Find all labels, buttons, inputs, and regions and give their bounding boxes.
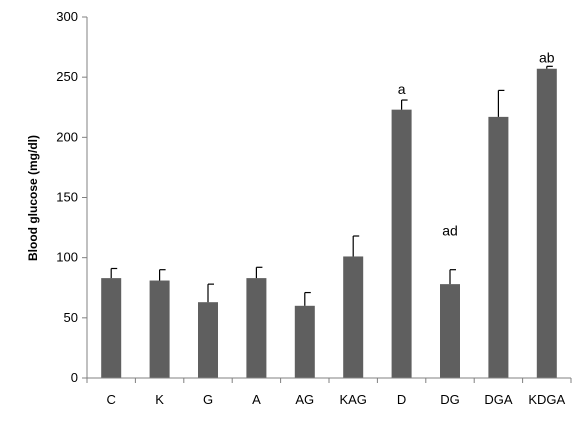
bar-kag [343, 256, 364, 378]
annotations-layer: a ad ab [398, 49, 555, 238]
error-bar-k [159, 269, 166, 281]
bar-a [246, 278, 267, 378]
error-bar-dg [449, 269, 456, 285]
x-tick-label: K [155, 392, 164, 407]
axes-layer [82, 16, 572, 383]
x-tick-label: KDGA [528, 392, 565, 407]
bar-g [198, 302, 218, 378]
error-bars-layer [110, 65, 553, 306]
error-bar-g [207, 283, 214, 303]
y-tick-label: 200 [56, 129, 78, 144]
error-bar-kdga [546, 65, 553, 69]
bar-d [391, 109, 412, 378]
x-tick-label: KAG [339, 392, 366, 407]
x-tick-label: C [107, 392, 116, 407]
bar-dga [488, 116, 509, 379]
x-tick-label: DG [440, 392, 460, 407]
x-tick-label: AG [295, 392, 314, 407]
error-bar-kag [352, 235, 360, 257]
y-axis-title: Blood glucose (mg/dl) [26, 135, 40, 261]
x-tick-label: D [397, 392, 406, 407]
y-tick-label: 50 [64, 310, 78, 325]
significance-label: a [398, 81, 406, 97]
x-tick-label: A [252, 392, 261, 407]
bar-c [101, 278, 122, 378]
y-tick-label: 150 [56, 190, 78, 205]
y-tick-label: 300 [56, 9, 78, 24]
bar-kdga [536, 68, 557, 378]
x-tick-label: DGA [484, 392, 513, 407]
y-tick-label: 100 [56, 250, 78, 265]
tick-labels-layer: 0 50 100 150 200 250 300 C K G A AG KAG D DG DGA KDGA [56, 9, 565, 407]
error-bar-dga [497, 89, 505, 117]
y-tick-label: 0 [71, 370, 78, 385]
bars-layer [101, 68, 557, 379]
bar-ag [294, 305, 315, 378]
bar-dg [440, 284, 460, 378]
error-bar-d [401, 99, 408, 110]
bar-k [149, 280, 170, 378]
significance-label: ab [539, 49, 555, 65]
error-bar-a [255, 266, 263, 279]
x-tick-label: G [203, 392, 213, 407]
significance-label: ad [442, 223, 458, 239]
error-bar-ag [304, 291, 311, 306]
y-tick-label: 250 [56, 69, 78, 84]
error-bar-c [110, 267, 118, 279]
